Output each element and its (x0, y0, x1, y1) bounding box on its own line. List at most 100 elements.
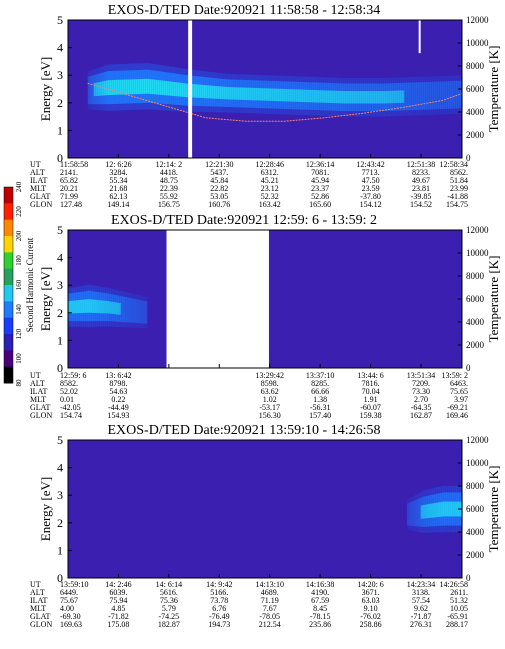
band-core-slice (74, 300, 77, 314)
band-mid-slice (443, 81, 447, 109)
band-core-slice (133, 79, 137, 95)
row-value: 23.12 (261, 184, 279, 193)
y-tick-label: 2 (57, 96, 63, 110)
band-mid-slice (126, 297, 130, 323)
row-value: 6039. (109, 588, 127, 597)
band-core-slice (323, 90, 327, 103)
right-y-tick-label: 2000 (466, 130, 485, 140)
colorbar-segment (4, 350, 13, 368)
row-value: -78.15 (310, 612, 331, 621)
band-halo-slice (406, 499, 410, 530)
band-core-slice (141, 78, 145, 94)
band-mid-slice (453, 81, 457, 109)
band-core-slice (97, 82, 101, 96)
ephemeris-table: UT 13:59:10 14: 2:46 14: 6:14 14: 9:42 14:13:… (30, 580, 468, 629)
row-value: 10.05 (450, 604, 468, 613)
band-core-slice (90, 299, 93, 313)
band-core-slice (177, 82, 181, 97)
y-tick-label: 4 (57, 41, 63, 55)
row-value: 165.60 (309, 200, 331, 209)
row-value: 160.76 (208, 200, 230, 209)
band-core-slice (454, 501, 457, 517)
row-value: 2141. (60, 168, 78, 177)
band-mid-slice (411, 82, 415, 111)
row-value: 1.02 (263, 395, 277, 404)
right-y-tick-label: 0 (466, 363, 471, 373)
band-core-slice (111, 80, 115, 95)
y-tick-label: 5 (57, 433, 63, 447)
row-value: 8582. (60, 379, 78, 388)
band-core-slice (175, 82, 179, 97)
band-core-slice (213, 85, 217, 99)
row-value: 75.36 (160, 596, 178, 605)
colorbar-tick-label: 100 (15, 353, 23, 364)
right-y-tick-label: 10000 (466, 38, 489, 48)
band-core-slice (430, 503, 434, 518)
row-value: 14: 2:46 (105, 580, 131, 589)
band-core-slice (253, 87, 257, 101)
band-core-slice (237, 87, 241, 100)
row-value: -76.49 (209, 612, 230, 621)
row-value: 0.22 (111, 395, 125, 404)
row-value: 8798. (109, 379, 127, 388)
colorbar-label: Second Harmonic Current (25, 237, 35, 332)
colorbar-tick-label: 220 (15, 206, 23, 217)
row-label: GLON (30, 411, 52, 420)
row-value: 45.84 (210, 176, 228, 185)
right-y-tick-label: 8000 (466, 271, 485, 281)
band-mid-slice (124, 297, 128, 323)
row-value: 13:59:10 (60, 580, 88, 589)
band-halo-slice (425, 76, 429, 116)
band-core-slice (357, 91, 361, 104)
band-mid-slice (413, 82, 417, 111)
band-core-slice (117, 79, 121, 95)
row-value: -42.05 (60, 403, 81, 412)
band-core-slice (95, 82, 99, 96)
row-value: 13:37:10 (306, 371, 334, 380)
band-halo-slice (439, 75, 443, 115)
band-core-slice (343, 91, 347, 104)
band-core-slice (72, 300, 75, 314)
band-halo-slice (409, 77, 413, 116)
band-mid-slice (429, 81, 433, 110)
row-value: 6449. (60, 588, 78, 597)
row-value: 12:43:42 (356, 160, 384, 169)
band-mid-slice (437, 81, 441, 110)
row-label: MLT (30, 395, 46, 404)
band-mid-slice (409, 82, 413, 111)
band-core-slice (309, 89, 313, 103)
band-mid-slice (427, 81, 431, 110)
colorbar-segment (4, 252, 13, 270)
temperature-trace (87, 82, 463, 122)
band-mid-slice (128, 297, 132, 323)
band-halo-slice (411, 76, 415, 116)
row-value: 14:26:58 (440, 580, 468, 589)
row-value: 7713. (362, 168, 380, 177)
band-mid-slice (130, 298, 134, 323)
band-core-slice (301, 89, 305, 103)
band-core-slice (169, 81, 173, 96)
row-value: 45.21 (261, 176, 279, 185)
band-core-slice (341, 91, 345, 104)
band-halo-slice (410, 496, 414, 531)
colorbar-segment (4, 301, 13, 319)
band-core-slice (424, 504, 428, 519)
band-core-slice (100, 300, 103, 314)
row-value: 55.34 (109, 176, 127, 185)
band-core-slice (325, 90, 329, 103)
row-value: 12:51:38 (407, 160, 435, 169)
band-core-slice (281, 88, 285, 102)
band-mid-slice (405, 82, 409, 111)
band-core-slice (119, 79, 123, 95)
row-value: 7081. (311, 168, 329, 177)
row-value: 13:59: 2 (442, 371, 468, 380)
band-halo-slice (415, 76, 419, 116)
band-core-slice (269, 88, 273, 101)
band-mid-slice (142, 300, 146, 324)
row-value: 157.40 (309, 411, 331, 420)
row-value: 154.75 (446, 200, 468, 209)
band-core-slice (201, 84, 205, 99)
row-value: 12:21:30 (205, 160, 233, 169)
y-axis-label: Energy [eV] (38, 477, 53, 541)
row-label: MLT (30, 184, 46, 193)
